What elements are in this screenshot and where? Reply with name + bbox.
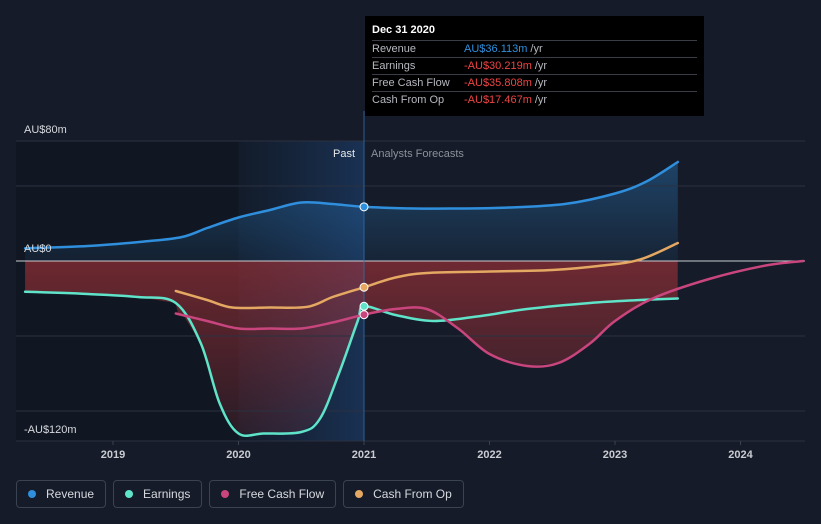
legend-label: Revenue (46, 487, 95, 501)
tooltip-value: AU$36.113m (464, 43, 528, 55)
loss-area (25, 261, 678, 434)
legend-label: Free Cash Flow (239, 487, 325, 501)
y-label-zero: AU$0 (24, 243, 52, 255)
x-tick-2024: 2024 (728, 449, 753, 461)
tooltip-row: Free Cash Flow -AU$35.808m/yr (372, 74, 697, 91)
x-tick-2022: 2022 (477, 449, 501, 461)
tooltip-label: Cash From Op (372, 94, 445, 106)
tooltip-unit: /yr (534, 60, 548, 72)
tooltip-label: Earnings (372, 60, 416, 72)
y-label-bottom: -AU$120m (24, 424, 77, 436)
tooltip-row: Cash From Op -AU$17.467m/yr (372, 91, 697, 108)
series-line-revenue (23, 160, 680, 250)
legend-item-earnings[interactable]: Earnings (113, 480, 203, 508)
x-tick-2020: 2020 (226, 449, 250, 461)
tooltip-row: Revenue AU$36.113m/yr (372, 40, 697, 57)
tooltip-unit: /yr (534, 77, 548, 89)
legend-dot-icon (28, 490, 36, 498)
marker-free-cash-flow (359, 310, 369, 320)
tooltip-value: -AU$30.219m (464, 60, 532, 72)
legend-item-revenue[interactable]: Revenue (16, 480, 107, 508)
x-tick-2019: 2019 (101, 449, 125, 461)
legend-label: Earnings (143, 487, 191, 501)
tooltip-label: Revenue (372, 43, 417, 55)
series-line-cash-from-op (174, 241, 680, 310)
tooltip: Dec 31 2020 Revenue AU$36.113m/yr Earnings… (365, 16, 704, 116)
marker-earnings (359, 301, 369, 311)
series-line-earnings (23, 290, 680, 438)
marker-cash-from-op (359, 282, 369, 292)
x-tick-2023: 2023 (603, 449, 627, 461)
legend-dot-icon (355, 490, 364, 498)
tooltip-unit: /yr (534, 94, 548, 106)
tooltip-date: Dec 31 2020 (372, 24, 435, 36)
tooltip-value: -AU$17.467m (464, 94, 532, 106)
legend: Revenue Earnings Free Cash Flow Cash From O… (16, 480, 464, 508)
legend-item-cash-from-op[interactable]: Cash From Op (343, 480, 464, 508)
series-line-free-cash-flow (174, 259, 805, 368)
legend-dot-icon (221, 490, 230, 498)
tooltip-value: -AU$35.808m (464, 77, 532, 89)
x-tick-2021: 2021 (352, 449, 376, 461)
legend-label: Cash From Op (373, 487, 452, 501)
region-label-past: Past (333, 148, 355, 160)
region-label-forecast: Analysts Forecasts (371, 148, 464, 160)
legend-item-free-cash-flow[interactable]: Free Cash Flow (209, 480, 337, 508)
y-label-top: AU$80m (24, 124, 67, 136)
tooltip-label: Free Cash Flow (372, 77, 450, 89)
legend-dot-icon (125, 490, 134, 498)
tooltip-unit: /yr (530, 43, 543, 55)
tooltip-row: Earnings -AU$30.219m/yr (372, 57, 697, 74)
marker-revenue (359, 202, 369, 212)
